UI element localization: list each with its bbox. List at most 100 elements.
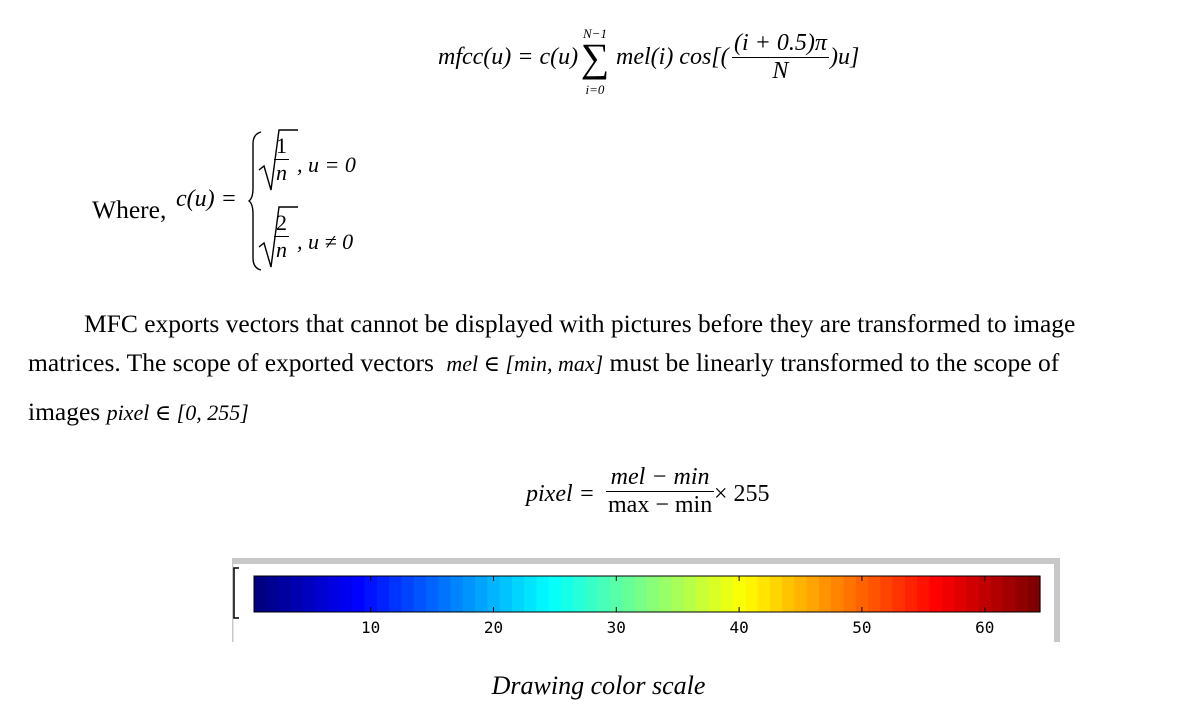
colorbar-cell bbox=[659, 576, 673, 612]
mfcc-lhs: mfcc(u) = c(u) bbox=[438, 44, 579, 70]
mfcc-fraction: (i + 0.5)π N bbox=[732, 30, 829, 85]
case1-condition: , u = 0 bbox=[297, 152, 356, 177]
pixel-lhs: pixel = bbox=[526, 481, 595, 507]
colorbar-cell bbox=[450, 576, 464, 612]
colorbar-cell bbox=[254, 576, 267, 612]
colorbar-tick-label: 60 bbox=[975, 618, 994, 637]
colorbar-left-border bbox=[232, 558, 234, 642]
colorbar-cell bbox=[290, 576, 304, 612]
colorbar-outline bbox=[253, 575, 1041, 613]
colorbar-cell bbox=[401, 576, 415, 612]
summation: N−1 ∑ i=0 bbox=[580, 26, 610, 98]
colorbar-cell bbox=[278, 576, 292, 612]
sum-upper-limit: N−1 bbox=[583, 26, 607, 41]
figure-caption: Drawing color scale bbox=[491, 671, 706, 700]
paragraph-line-3-text: images bbox=[28, 397, 101, 426]
colorbar-cell bbox=[327, 576, 341, 612]
colorbar-cell bbox=[610, 576, 624, 612]
colorbar-cell bbox=[806, 576, 820, 612]
colorbar-cell bbox=[536, 576, 550, 612]
mel-range-math: mel ∈ [min, max] bbox=[446, 351, 603, 376]
colorbar-cell bbox=[745, 576, 759, 612]
colorbar-cell bbox=[732, 576, 746, 612]
colorbar-cell bbox=[868, 576, 881, 612]
colorbar-tick-label: 40 bbox=[729, 618, 748, 637]
colorbar-cell bbox=[352, 576, 366, 612]
sqrt-radical-icon bbox=[258, 206, 298, 268]
colorbar-cell bbox=[585, 576, 599, 612]
mfcc-frac-denominator: N bbox=[732, 57, 829, 85]
colorbar-cell bbox=[1027, 576, 1041, 612]
pixel-range-expression: pixel ∈ [0, 255] bbox=[106, 400, 249, 425]
colorbar-ticks: 10 20 30 40 50 60 bbox=[361, 576, 994, 637]
colorbar-cell bbox=[413, 576, 427, 612]
pixel-fraction: mel − min max − min bbox=[606, 464, 715, 519]
case1-denominator: n bbox=[274, 159, 289, 185]
colorbar-cell bbox=[978, 576, 992, 612]
colorbar-cell bbox=[818, 576, 832, 612]
paragraph-line-2-text-a: matrices. The scope of exported vectors bbox=[28, 348, 434, 377]
colorbar-cell bbox=[339, 576, 353, 612]
colorbar-cell bbox=[475, 576, 488, 612]
colorbar-cell bbox=[990, 576, 1004, 612]
colorbar-cell bbox=[683, 576, 697, 612]
colorbar-cell bbox=[597, 576, 611, 612]
colorbar-cell bbox=[929, 576, 943, 612]
colorbar-cell bbox=[1003, 576, 1017, 612]
paragraph-line-2-text-b: must be linearly transformed to the scop… bbox=[609, 348, 1060, 377]
case1-numerator: 1 bbox=[276, 133, 287, 158]
colorbar-cell bbox=[892, 576, 906, 612]
colorbar-cell bbox=[438, 576, 452, 612]
sum-symbol: ∑ bbox=[580, 35, 610, 80]
pixel-frac-denominator: max − min bbox=[606, 491, 715, 518]
colorbar-cell bbox=[561, 576, 574, 612]
colorbar-cell bbox=[843, 576, 857, 612]
colorbar-cell bbox=[364, 576, 378, 612]
colorbar-cell bbox=[831, 576, 845, 612]
colorbar-cell bbox=[1015, 576, 1029, 612]
colorbar-tick-label: 30 bbox=[607, 618, 626, 637]
colorbar-cell bbox=[966, 576, 980, 612]
colorbar-cell bbox=[954, 576, 967, 612]
colorbar-cell bbox=[917, 576, 931, 612]
colorbar-cell bbox=[376, 576, 390, 612]
paragraph-line-3: images pixel ∈ [0, 255] bbox=[28, 393, 249, 432]
case2-numerator: 2 bbox=[276, 210, 287, 235]
where-label: Where, bbox=[92, 195, 167, 224]
colorbar-cell bbox=[622, 576, 636, 612]
colorbar-cell bbox=[769, 576, 783, 612]
colorbar-cell bbox=[941, 576, 955, 612]
colorbar-cell bbox=[389, 576, 402, 612]
colorbar-cell bbox=[794, 576, 808, 612]
colorbar-cell bbox=[880, 576, 894, 612]
colorbar-cell bbox=[696, 576, 710, 612]
sqrt-radical-icon bbox=[258, 129, 298, 191]
colorbar-cell bbox=[524, 576, 538, 612]
sum-lower-limit: i=0 bbox=[585, 82, 605, 97]
colorbar-chart: 10 20 30 40 50 60 bbox=[232, 558, 1060, 642]
pixel-rhs: × 255 bbox=[714, 481, 770, 507]
colorbar-side-bracket bbox=[233, 567, 239, 619]
case2-condition: , u ≠ 0 bbox=[297, 229, 354, 254]
paragraph-line-1: MFC exports vectors that cannot be displ… bbox=[84, 309, 1076, 338]
colorbar-tick-label: 50 bbox=[852, 618, 871, 637]
colorbar-cell bbox=[720, 576, 734, 612]
paragraph-line-2: matrices. The scope of exported vectors … bbox=[28, 344, 1059, 383]
colorbar-cell bbox=[671, 576, 685, 612]
colorbar-cell bbox=[855, 576, 869, 612]
colorbar-tick-label: 20 bbox=[484, 618, 503, 637]
colorbar-cell bbox=[425, 576, 439, 612]
case1-fraction: 1 n bbox=[274, 133, 289, 186]
pixel-frac-numerator: mel − min bbox=[610, 464, 710, 490]
colorbar-cell bbox=[634, 576, 648, 612]
colorbar-cell bbox=[757, 576, 771, 612]
colorbar-right-border bbox=[1054, 558, 1060, 642]
mfcc-frac-numerator: (i + 0.5)π bbox=[734, 30, 827, 56]
case2-fraction: 2 n bbox=[274, 210, 289, 263]
colorbar-cell bbox=[499, 576, 513, 612]
colorbar-cell bbox=[315, 576, 329, 612]
colorbar-top-border bbox=[232, 558, 1060, 564]
colorbar-cell bbox=[904, 576, 918, 612]
colorbar-cell bbox=[548, 576, 562, 612]
mel-range-expression: mel ∈ [min, max] bbox=[446, 351, 604, 376]
